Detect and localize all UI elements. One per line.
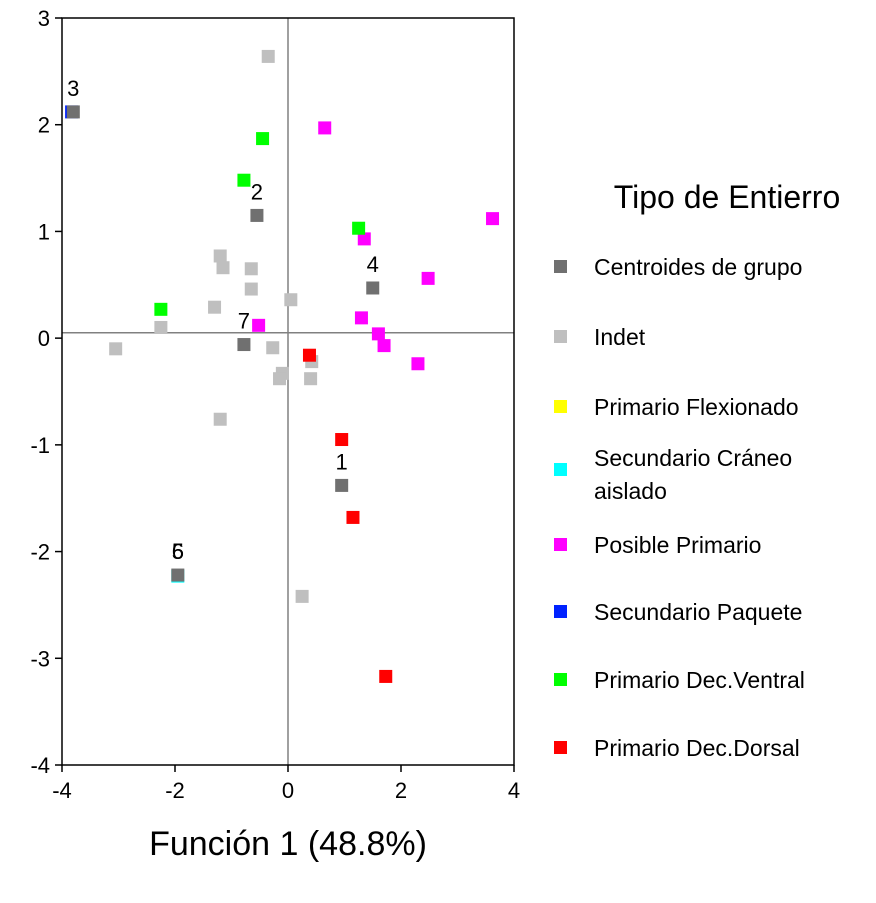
- data-marker: [421, 271, 435, 285]
- data-marker: [237, 338, 251, 352]
- data-marker: [366, 281, 380, 295]
- data-marker: [213, 249, 227, 263]
- data-marker: [250, 208, 264, 222]
- legend-marker: [554, 538, 567, 551]
- legend-title: Tipo de Entierro: [614, 179, 840, 215]
- point-label: 2: [251, 179, 263, 204]
- data-marker: [304, 372, 318, 386]
- data-marker: [252, 318, 266, 332]
- legend-marker: [554, 605, 567, 618]
- data-marker: [346, 510, 360, 524]
- x-tick-label: -4: [52, 778, 72, 803]
- legend-label: Secundario Paquete: [594, 599, 802, 625]
- legend-label: Secundario Cráneo: [594, 445, 792, 471]
- y-tick-label: -1: [30, 433, 50, 458]
- legend-marker: [554, 673, 567, 686]
- legend-label: Primario Dec.Ventral: [594, 667, 805, 693]
- plot-area: [62, 18, 514, 765]
- legend-label: Centroides de grupo: [594, 254, 802, 280]
- point-label: 3: [67, 76, 79, 101]
- y-tick-label: 0: [38, 326, 50, 351]
- data-marker: [354, 311, 368, 325]
- data-marker: [486, 212, 500, 226]
- x-tick-label: 4: [508, 778, 520, 803]
- data-marker: [266, 341, 280, 355]
- data-marker: [256, 132, 270, 146]
- data-marker: [216, 261, 230, 275]
- data-marker: [208, 300, 222, 314]
- legend-marker: [554, 330, 567, 343]
- x-tick-label: 0: [282, 778, 294, 803]
- point-label: 1: [336, 449, 348, 474]
- point-label: 5: [172, 539, 184, 564]
- y-tick-label: -2: [30, 540, 50, 565]
- legend-marker: [554, 741, 567, 754]
- data-marker: [379, 669, 393, 683]
- legend-marker: [554, 260, 567, 273]
- data-marker: [335, 433, 349, 447]
- data-marker: [284, 293, 298, 307]
- data-marker: [154, 320, 168, 334]
- point-label: 6: [172, 539, 184, 564]
- x-tick-label: 2: [395, 778, 407, 803]
- point-labels: 1 2 3 4 56 7: [67, 76, 379, 564]
- data-marker: [171, 568, 185, 582]
- data-marker: [261, 49, 275, 63]
- point-label: 7: [238, 309, 250, 334]
- y-tick-label: -4: [30, 753, 50, 778]
- legend-label: Primario Dec.Dorsal: [594, 735, 800, 761]
- data-marker: [377, 339, 391, 353]
- data-marker: [411, 357, 425, 371]
- data-marker: [371, 327, 385, 341]
- data-marker: [295, 589, 309, 603]
- y-tick-label: 3: [38, 6, 50, 31]
- legend-marker: [554, 400, 567, 413]
- point-label: 4: [367, 252, 379, 277]
- data-marker: [302, 348, 316, 362]
- y-tick-label: -3: [30, 646, 50, 671]
- legend-label: Indet: [594, 324, 646, 350]
- data-marker: [213, 412, 227, 426]
- data-marker: [66, 105, 80, 119]
- data-marker: [109, 342, 123, 356]
- x-tick-label: -2: [165, 778, 185, 803]
- data-marker: [244, 282, 258, 296]
- legend: Tipo de Entierro Centroides de grupo Inde…: [554, 179, 840, 761]
- data-markers: [65, 49, 500, 683]
- data-marker: [273, 372, 287, 386]
- legend-label: aislado: [594, 478, 667, 504]
- x-axis-title: Función 1 (48.8%): [149, 825, 427, 863]
- data-marker: [244, 262, 258, 276]
- data-marker: [154, 302, 168, 316]
- data-marker: [352, 221, 366, 235]
- legend-marker: [554, 463, 567, 476]
- y-tick-label: 2: [38, 113, 50, 138]
- legend-label: Primario Flexionado: [594, 394, 799, 420]
- data-marker: [237, 173, 251, 187]
- data-marker: [318, 121, 332, 135]
- data-marker: [357, 232, 371, 246]
- legend-label: Posible Primario: [594, 532, 761, 558]
- y-tick-label: 1: [38, 219, 50, 244]
- data-marker: [335, 478, 349, 492]
